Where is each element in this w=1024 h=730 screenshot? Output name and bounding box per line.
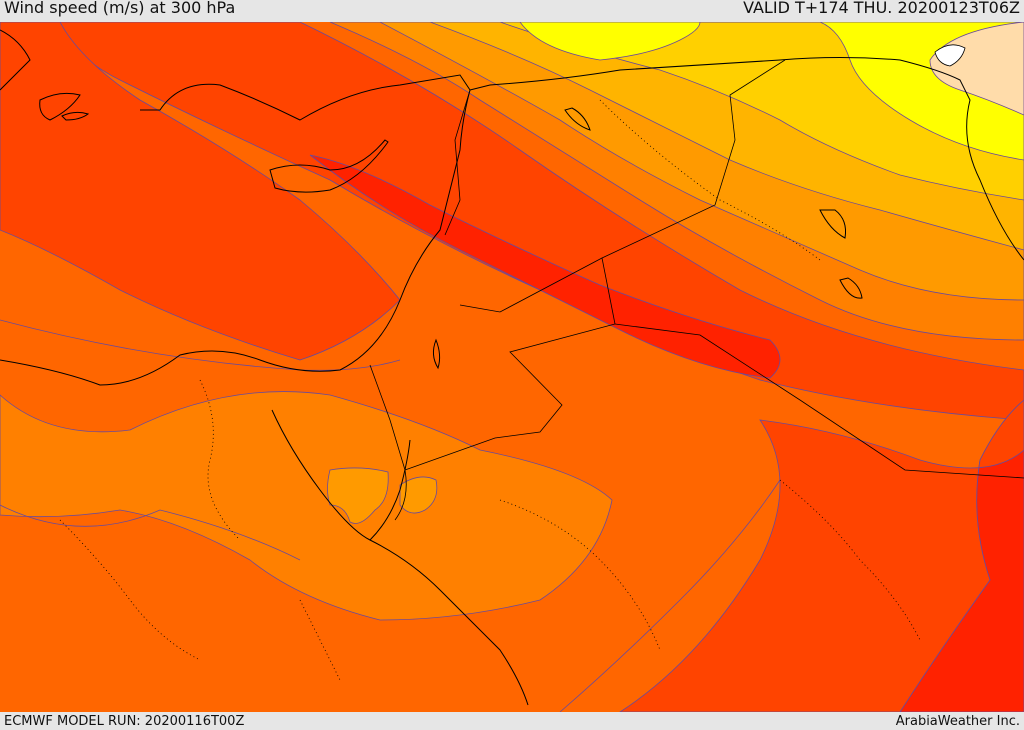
wind-speed-map xyxy=(0,22,1024,712)
land-patch-ne xyxy=(934,44,966,67)
band-red-se xyxy=(619,399,1024,712)
band-lightorange-aqaba xyxy=(399,476,438,514)
band-red-jet xyxy=(59,22,1024,421)
band-darkred-jet xyxy=(309,154,781,379)
contour-lines xyxy=(0,319,781,712)
model-run: ECMWF MODEL RUN: 20200116T00Z xyxy=(4,714,245,729)
map-footer: ECMWF MODEL RUN: 20200116T00Z ArabiaWeat… xyxy=(0,712,1024,729)
map-canvas xyxy=(0,22,1024,712)
province-borders xyxy=(59,99,921,681)
coastlines xyxy=(0,29,1024,706)
credit-text: ArabiaWeather Inc. xyxy=(895,714,1020,729)
map-header: Wind speed (m/s) at 300 hPa VALID T+174 … xyxy=(0,0,1024,22)
band-orange-central xyxy=(0,391,613,621)
country-borders xyxy=(369,59,1024,521)
map-title: Wind speed (m/s) at 300 hPa xyxy=(4,0,236,17)
band-yellow-ne xyxy=(519,22,1024,161)
valid-time: VALID T+174 THU. 20200123T06Z xyxy=(743,0,1020,17)
